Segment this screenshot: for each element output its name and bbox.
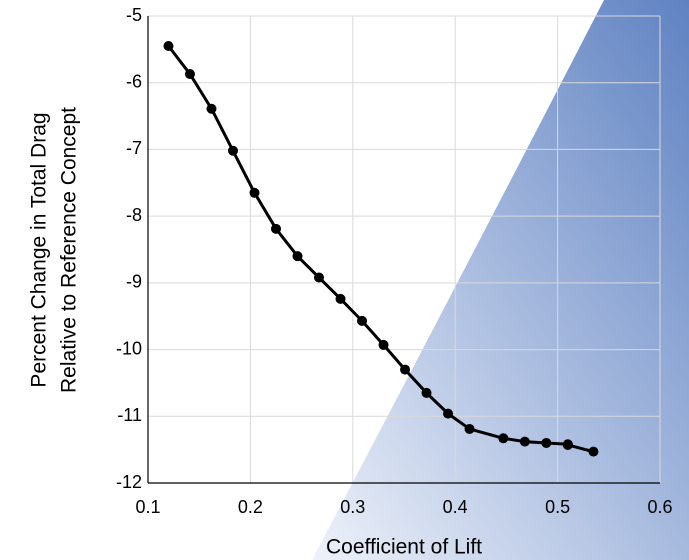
data-point bbox=[562, 439, 573, 450]
x-tick-label: 0.2 bbox=[238, 497, 263, 517]
data-point bbox=[206, 103, 217, 114]
data-point bbox=[292, 251, 303, 262]
data-point bbox=[378, 339, 389, 350]
data-point bbox=[588, 446, 599, 457]
x-tick-label: 0.5 bbox=[545, 497, 570, 517]
data-point bbox=[400, 364, 411, 375]
data-point bbox=[249, 187, 260, 198]
plot bbox=[163, 41, 599, 457]
y-axis-title: Percent Change in Total Drag bbox=[28, 112, 51, 387]
y-tick-label: -8 bbox=[126, 205, 142, 225]
data-point bbox=[271, 223, 281, 234]
data-point bbox=[443, 408, 454, 419]
data-point bbox=[421, 387, 432, 398]
y-tick-label: -10 bbox=[116, 338, 142, 358]
data-point bbox=[464, 423, 475, 434]
data-point bbox=[357, 315, 368, 326]
x-tick-label: 0.6 bbox=[647, 497, 672, 517]
x-axis-title: Coefficient of Lift bbox=[326, 536, 482, 559]
y-axis-title: Relative to Reference Concept bbox=[58, 107, 81, 393]
y-tick-label: -6 bbox=[126, 71, 142, 91]
y-tick-label: -11 bbox=[117, 405, 142, 425]
y-tick-label: -7 bbox=[126, 138, 142, 158]
y-tick-label: -5 bbox=[126, 5, 142, 25]
data-point bbox=[541, 437, 552, 448]
x-tick-label: 0.3 bbox=[340, 497, 365, 517]
data-point bbox=[184, 69, 195, 80]
data-point bbox=[163, 41, 174, 52]
background-shape bbox=[312, 0, 689, 560]
y-tick-label: -9 bbox=[126, 272, 142, 292]
y-tick-label: -12 bbox=[116, 472, 142, 492]
data-point bbox=[227, 145, 238, 156]
data-point bbox=[335, 293, 346, 304]
x-tick-label: 0.4 bbox=[443, 497, 468, 517]
data-point bbox=[498, 433, 509, 444]
x-tick-label: 0.1 bbox=[135, 497, 160, 517]
data-point bbox=[314, 272, 325, 283]
data-point bbox=[519, 436, 530, 447]
